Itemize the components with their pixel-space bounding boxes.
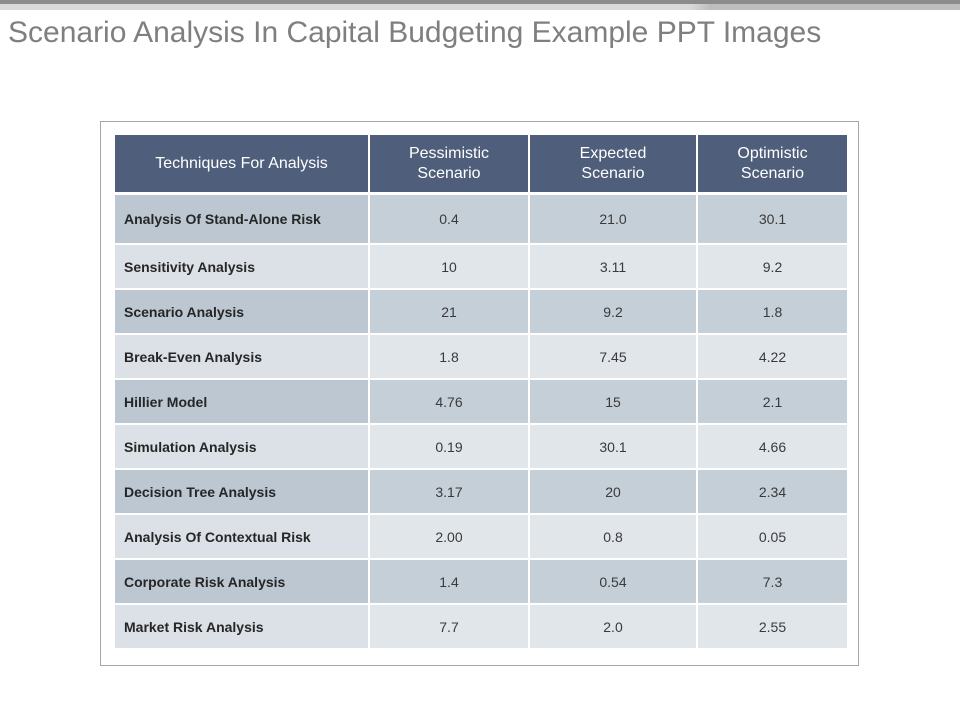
cell-expected: 21.0 bbox=[530, 195, 698, 245]
table-row: Analysis Of Contextual Risk 2.00 0.8 0.05 bbox=[115, 515, 847, 560]
cell-expected: 2.0 bbox=[530, 605, 698, 650]
cell-technique: Simulation Analysis bbox=[115, 425, 370, 470]
table-header-row: Techniques For Analysis Pessimistic Scen… bbox=[115, 135, 847, 195]
cell-technique: Break-Even Analysis bbox=[115, 335, 370, 380]
table-row: Hillier Model 4.76 15 2.1 bbox=[115, 380, 847, 425]
cell-technique: Hillier Model bbox=[115, 380, 370, 425]
cell-technique: Scenario Analysis bbox=[115, 290, 370, 335]
table-row: Decision Tree Analysis 3.17 20 2.34 bbox=[115, 470, 847, 515]
cell-optimistic: 4.22 bbox=[698, 335, 847, 380]
header-techniques: Techniques For Analysis bbox=[115, 135, 370, 195]
cell-optimistic: 9.2 bbox=[698, 245, 847, 290]
cell-technique: Market Risk Analysis bbox=[115, 605, 370, 650]
scenario-table: Techniques For Analysis Pessimistic Scen… bbox=[115, 135, 847, 650]
cell-pessimistic: 21 bbox=[370, 290, 530, 335]
cell-optimistic: 7.3 bbox=[698, 560, 847, 605]
cell-technique: Analysis Of Stand-Alone Risk bbox=[115, 195, 370, 245]
cell-technique: Decision Tree Analysis bbox=[115, 470, 370, 515]
cell-expected: 3.11 bbox=[530, 245, 698, 290]
table-row: Simulation Analysis 0.19 30.1 4.66 bbox=[115, 425, 847, 470]
cell-pessimistic: 7.7 bbox=[370, 605, 530, 650]
cell-expected: 30.1 bbox=[530, 425, 698, 470]
table-row: Scenario Analysis 21 9.2 1.8 bbox=[115, 290, 847, 335]
table-row: Analysis Of Stand-Alone Risk 0.4 21.0 30.1 bbox=[115, 195, 847, 245]
header-optimistic: Optimistic Scenario bbox=[698, 135, 847, 195]
table-row: Corporate Risk Analysis 1.4 0.54 7.3 bbox=[115, 560, 847, 605]
table-row: Sensitivity Analysis 10 3.11 9.2 bbox=[115, 245, 847, 290]
cell-expected: 7.45 bbox=[530, 335, 698, 380]
slide-title: Scenario Analysis In Capital Budgeting E… bbox=[8, 16, 822, 49]
cell-expected: 9.2 bbox=[530, 290, 698, 335]
cell-optimistic: 2.34 bbox=[698, 470, 847, 515]
cell-pessimistic: 3.17 bbox=[370, 470, 530, 515]
header-expected: Expected Scenario bbox=[530, 135, 698, 195]
top-accent-stripe bbox=[0, 4, 960, 10]
cell-expected: 15 bbox=[530, 380, 698, 425]
cell-optimistic: 0.05 bbox=[698, 515, 847, 560]
cell-pessimistic: 1.8 bbox=[370, 335, 530, 380]
table-row: Market Risk Analysis 7.7 2.0 2.55 bbox=[115, 605, 847, 650]
cell-expected: 0.8 bbox=[530, 515, 698, 560]
cell-pessimistic: 2.00 bbox=[370, 515, 530, 560]
cell-technique: Analysis Of Contextual Risk bbox=[115, 515, 370, 560]
cell-optimistic: 1.8 bbox=[698, 290, 847, 335]
cell-optimistic: 2.55 bbox=[698, 605, 847, 650]
cell-optimistic: 4.66 bbox=[698, 425, 847, 470]
cell-pessimistic: 1.4 bbox=[370, 560, 530, 605]
cell-expected: 0.54 bbox=[530, 560, 698, 605]
cell-technique: Corporate Risk Analysis bbox=[115, 560, 370, 605]
table-body: Analysis Of Stand-Alone Risk 0.4 21.0 30.1 S… bbox=[115, 195, 847, 650]
cell-pessimistic: 0.19 bbox=[370, 425, 530, 470]
cell-pessimistic: 0.4 bbox=[370, 195, 530, 245]
cell-pessimistic: 10 bbox=[370, 245, 530, 290]
table-row: Break-Even Analysis 1.8 7.45 4.22 bbox=[115, 335, 847, 380]
top-accent-bar bbox=[0, 0, 960, 4]
cell-technique: Sensitivity Analysis bbox=[115, 245, 370, 290]
cell-pessimistic: 4.76 bbox=[370, 380, 530, 425]
cell-optimistic: 30.1 bbox=[698, 195, 847, 245]
cell-optimistic: 2.1 bbox=[698, 380, 847, 425]
table-frame: Techniques For Analysis Pessimistic Scen… bbox=[100, 121, 859, 666]
cell-expected: 20 bbox=[530, 470, 698, 515]
header-pessimistic: Pessimistic Scenario bbox=[370, 135, 530, 195]
